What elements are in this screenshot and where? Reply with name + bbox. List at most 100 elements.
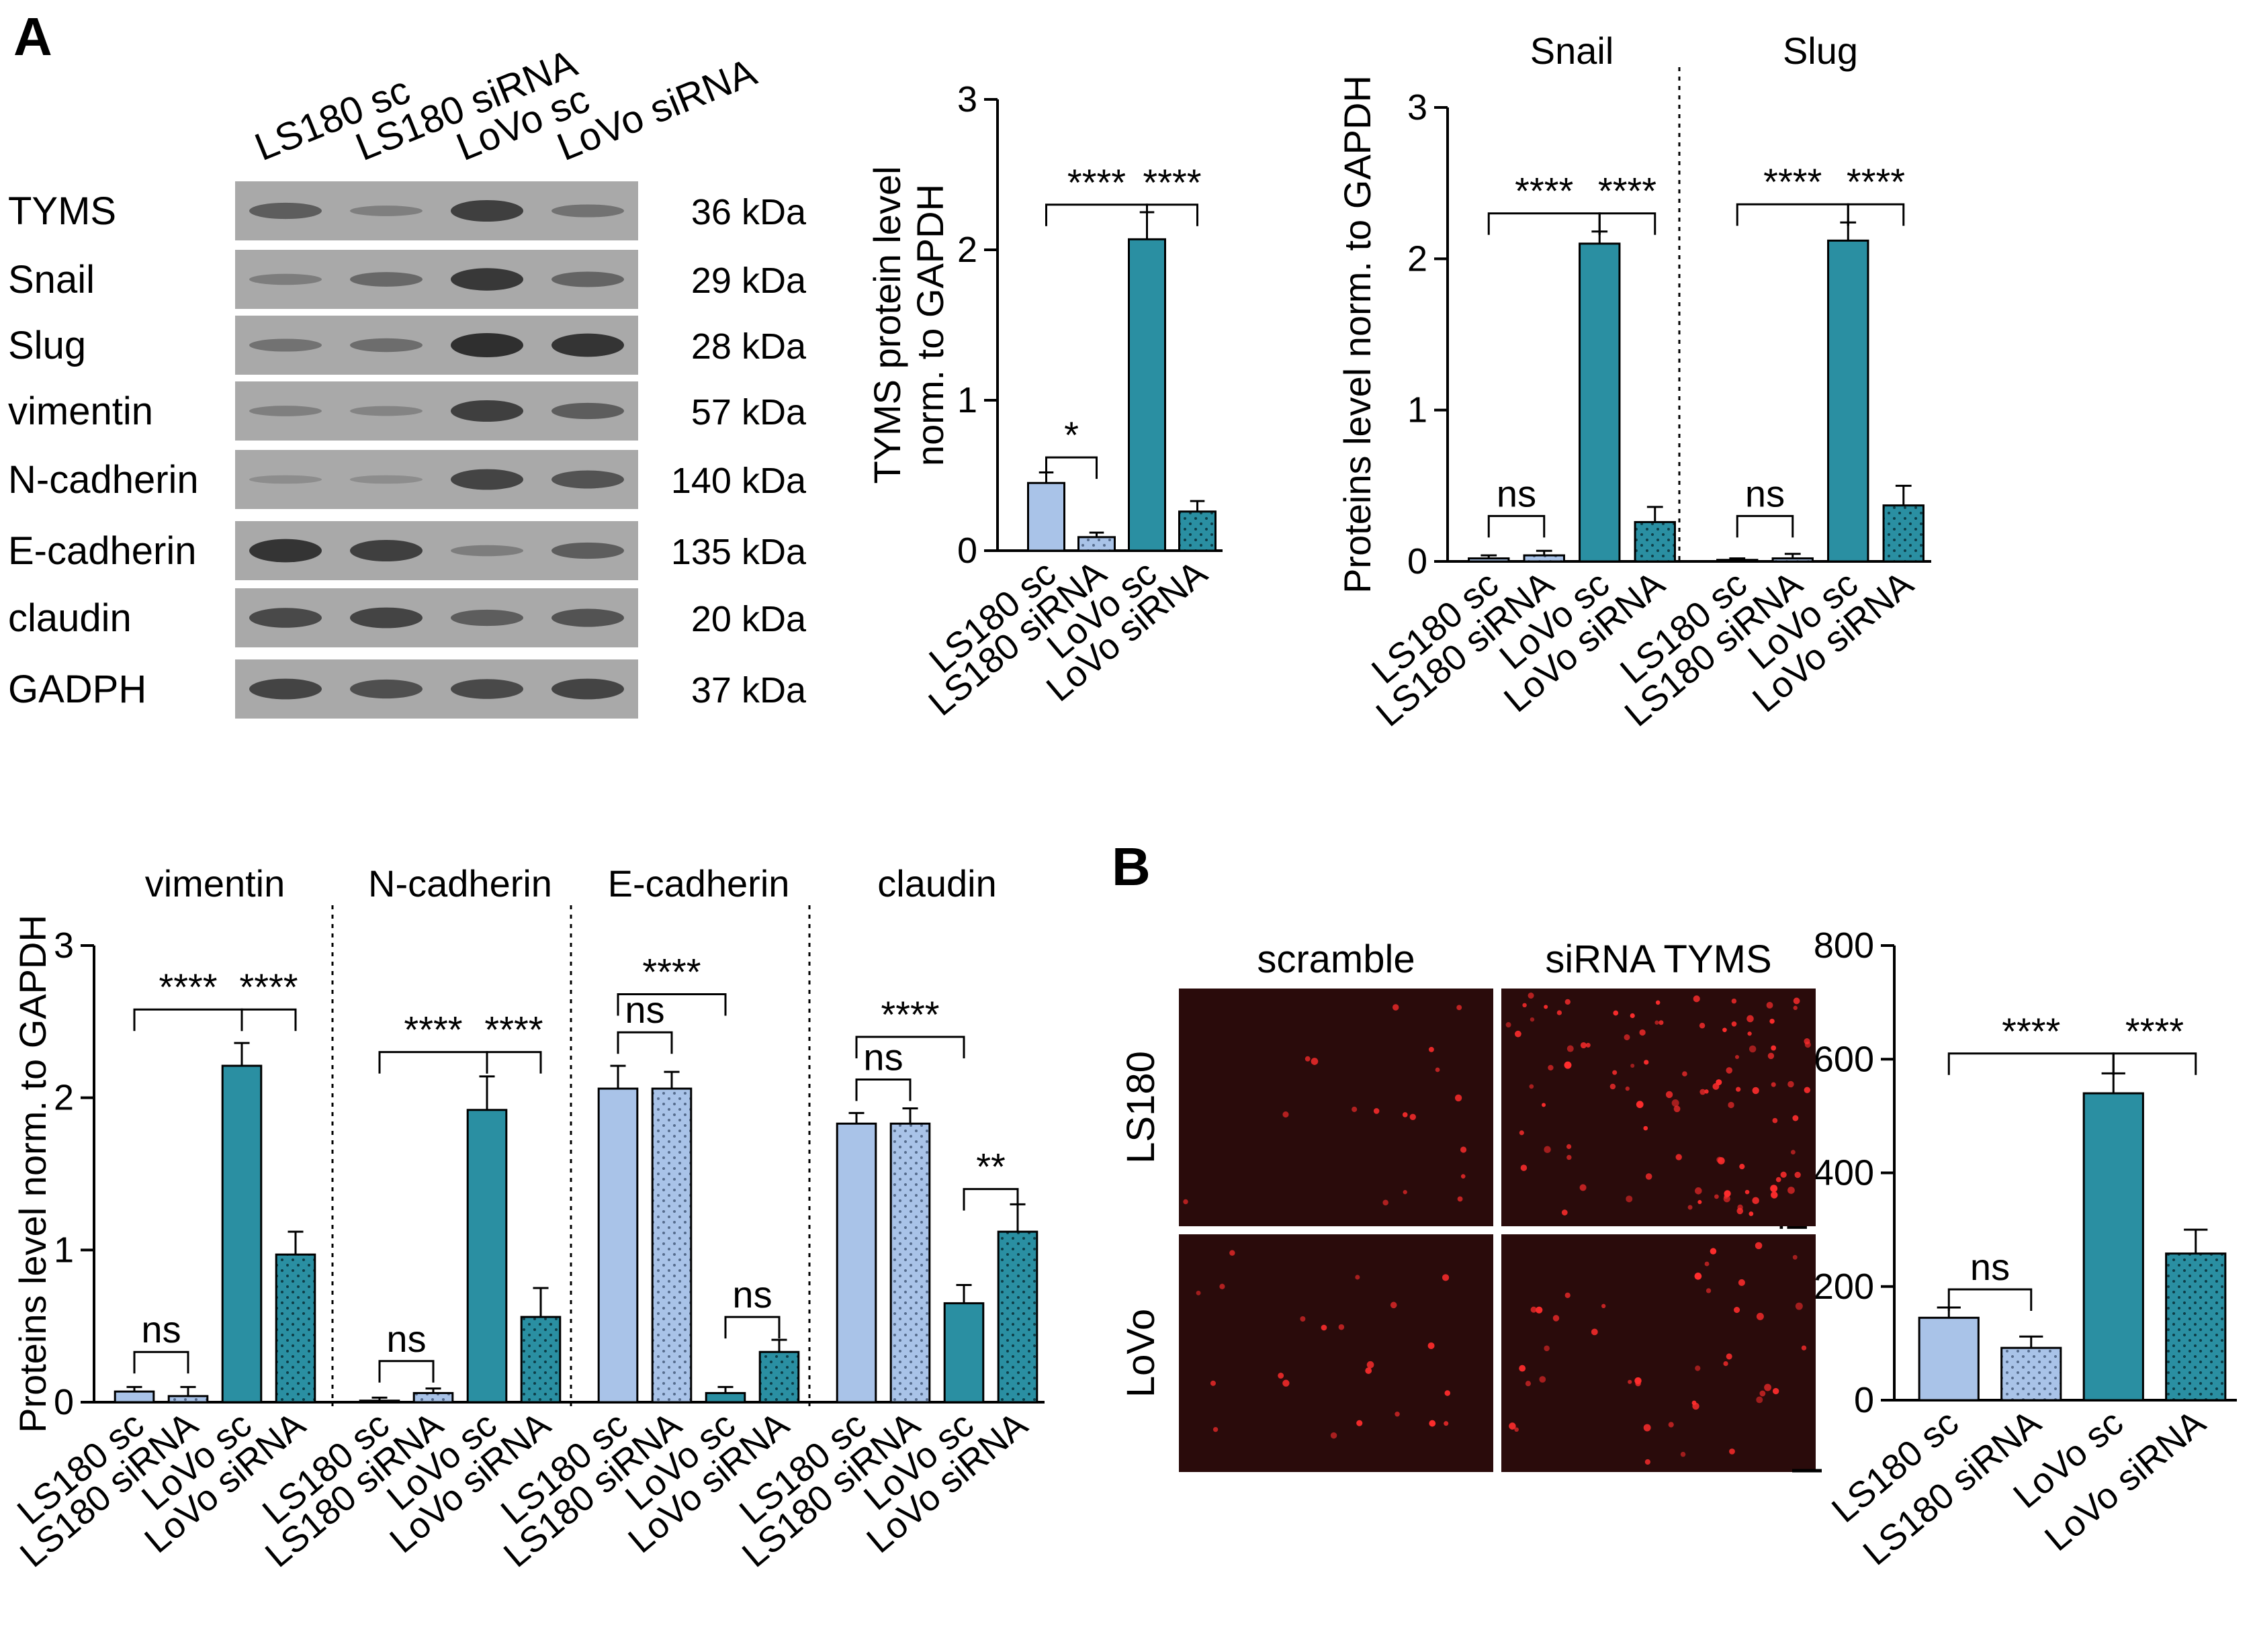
invaded-cell-lovo-scramble-2 xyxy=(1390,1301,1397,1309)
invaded-cell-ls180-sirna-tyms-38 xyxy=(1804,1087,1810,1093)
micro-row-label-ls180: LS180 xyxy=(1119,1051,1163,1164)
bar-chart-emt1-0-lovo-sirna xyxy=(1634,520,1676,563)
invaded-cell-lovo-sirna-tyms-18 xyxy=(1643,1424,1651,1432)
invaded-cell-lovo-sirna-tyms-39 xyxy=(1772,1387,1779,1395)
group-title-e-cadherin: E-cadherin xyxy=(608,862,790,905)
ylabel-chart-tyms-1: norm. to GAPDH xyxy=(909,184,951,466)
sig-label-chart-emt1-0-0: **** xyxy=(1515,170,1573,212)
invaded-cell-lovo-scramble-11 xyxy=(1366,1361,1374,1369)
bar-chart-tyms-0-ls180-sc xyxy=(1027,481,1065,552)
invaded-cell-ls180-sirna-tyms-82 xyxy=(1716,1079,1722,1086)
invaded-cell-lovo-sirna-tyms-37 xyxy=(1525,1381,1532,1387)
invaded-cell-lovo-sirna-tyms-5 xyxy=(1680,1451,1686,1457)
invaded-cell-lovo-scramble-15 xyxy=(1300,1316,1306,1322)
bar-chart-emt1-0-ls180-sc xyxy=(1468,557,1510,563)
invaded-cell-lovo-sirna-tyms-33 xyxy=(1704,1261,1710,1267)
invaded-cell-ls180-sirna-tyms-88 xyxy=(1544,1005,1548,1009)
invaded-cell-ls180-sirna-tyms-74 xyxy=(1723,1195,1730,1203)
invaded-cell-ls180-sirna-tyms-77 xyxy=(1787,1187,1795,1194)
invaded-cell-ls180-sirna-tyms-66 xyxy=(1792,1115,1799,1121)
y-tick-label-chart-invasion-1: 200 xyxy=(1814,1267,1874,1307)
invaded-cell-lovo-scramble-13 xyxy=(1355,1275,1360,1280)
chart-emt-markers: Proteins level norm. to GAPDH 0 1 2 3 vimenti… xyxy=(10,862,1045,1575)
sig-bracket-chart-emt2-3-2 xyxy=(963,1188,1019,1211)
blot-band-tyms-1 xyxy=(249,202,322,220)
invaded-cell-ls180-sirna-tyms-86 xyxy=(1654,1020,1659,1025)
invaded-cell-ls180-sirna-tyms-14 xyxy=(1585,1042,1591,1048)
micrograph-ls180-scramble xyxy=(1179,989,1493,1226)
invaded-cell-lovo-sirna-tyms-36 xyxy=(1668,1422,1674,1428)
sig-label-chart-emt2-0-0: **** xyxy=(159,966,217,1008)
invaded-cell-lovo-sirna-tyms-19 xyxy=(1628,1379,1632,1384)
invaded-cell-ls180-scramble-13 xyxy=(1382,1199,1388,1206)
blot-band-vimentin-4 xyxy=(551,402,624,420)
sig-bracket-chart-invasion-0-1 xyxy=(2112,1052,2197,1075)
sig-label-chart-emt2-2-2: ns xyxy=(732,1273,772,1316)
sig-bracket-chart-emt2-1-1 xyxy=(486,1051,542,1074)
invaded-cell-ls180-sirna-tyms-63 xyxy=(1790,1150,1796,1155)
blot-protein-label-snail: Snail xyxy=(8,258,95,302)
invaded-cell-lovo-scramble-5 xyxy=(1196,1290,1201,1295)
invaded-cell-ls180-sirna-tyms-85 xyxy=(1699,1089,1706,1095)
invaded-cell-ls180-sirna-tyms-65 xyxy=(1731,1021,1737,1027)
bar-chart-emt2-2-lovo-sc xyxy=(705,1391,746,1404)
invaded-cell-ls180-sirna-tyms-59 xyxy=(1775,1177,1781,1183)
invaded-cell-lovo-scramble-9 xyxy=(1338,1324,1345,1330)
invaded-cell-ls180-sirna-tyms-9 xyxy=(1728,1101,1734,1109)
invaded-cell-ls180-sirna-tyms-83 xyxy=(1736,1207,1744,1215)
invaded-cell-ls180-sirna-tyms-58 xyxy=(1624,1034,1630,1041)
invaded-cell-ls180-sirna-tyms-10 xyxy=(1771,1045,1777,1051)
micrograph-lovo-scramble xyxy=(1179,1234,1493,1472)
y-tick-label-chart-emt2-2: 2 xyxy=(54,1078,74,1118)
invaded-cell-ls180-sirna-tyms-57 xyxy=(1767,1052,1775,1060)
y-tick-label-chart-tyms-3: 3 xyxy=(957,79,977,120)
blot-size-e-cadherin: 135 kDa xyxy=(671,532,807,572)
blot-band-slug-4 xyxy=(551,333,624,357)
invaded-cell-lovo-sirna-tyms-22 xyxy=(1734,1306,1740,1314)
invaded-cell-lovo-scramble-16 xyxy=(1229,1250,1235,1256)
sig-bracket-chart-emt2-2-2 xyxy=(724,1316,781,1339)
sig-label-chart-emt2-3-1: ns xyxy=(863,1036,903,1078)
invaded-cell-ls180-sirna-tyms-41 xyxy=(1659,1020,1664,1025)
invaded-cell-ls180-sirna-tyms-62 xyxy=(1714,1194,1719,1199)
invaded-cell-ls180-scramble-15 xyxy=(1282,1111,1289,1118)
invaded-cell-ls180-sirna-tyms-90 xyxy=(1626,1195,1633,1203)
invaded-cell-ls180-sirna-tyms-21 xyxy=(1772,1117,1778,1123)
invaded-cell-ls180-scramble-3 xyxy=(1428,1046,1434,1052)
sig-label-chart-invasion-0-0: **** xyxy=(2002,1010,2060,1052)
invaded-cell-ls180-sirna-tyms-89 xyxy=(1766,1001,1773,1009)
blot-band-n-cadherin-3 xyxy=(451,469,523,490)
blot-protein-label-n-cadherin: N-cadherin xyxy=(8,458,199,502)
sig-label-chart-emt2-1-1: **** xyxy=(484,1009,543,1051)
invaded-cell-ls180-scramble-4 xyxy=(1392,1004,1399,1011)
blot-band-snail-2 xyxy=(350,272,423,287)
blot-band-claudin-3 xyxy=(451,609,523,627)
bar-chart-emt2-3-lovo-sirna xyxy=(997,1230,1038,1404)
blot-band-claudin-1 xyxy=(249,608,322,628)
invaded-cell-ls180-sirna-tyms-64 xyxy=(1693,995,1700,1003)
invaded-cell-ls180-sirna-tyms-39 xyxy=(1625,1086,1630,1091)
bar-chart-emt2-0-ls180-sc xyxy=(114,1390,155,1404)
invaded-cell-lovo-sirna-tyms-30 xyxy=(1691,1400,1697,1406)
bar-chart-invasion-0-lovo-sc xyxy=(2082,1092,2144,1402)
invaded-cell-lovo-sirna-tyms-24 xyxy=(1792,1254,1798,1260)
invaded-cell-ls180-sirna-tyms-24 xyxy=(1695,1187,1702,1195)
invaded-cell-ls180-sirna-tyms-79 xyxy=(1548,1064,1554,1071)
invaded-cell-ls180-sirna-tyms-35 xyxy=(1530,1017,1535,1022)
y-tick-label-chart-invasion-0: 0 xyxy=(1854,1380,1874,1420)
blot-protein-label-gadph: GADPH xyxy=(8,668,146,711)
invaded-cell-ls180-sirna-tyms-61 xyxy=(1505,1022,1511,1028)
bar-chart-emt2-2-lovo-sirna xyxy=(758,1350,800,1404)
group-title-snail: Snail xyxy=(1530,30,1614,72)
invaded-cell-ls180-sirna-tyms-23 xyxy=(1564,1061,1572,1069)
invaded-cell-lovo-sirna-tyms-38 xyxy=(1755,1242,1763,1250)
invaded-cell-lovo-sirna-tyms-17 xyxy=(1634,1377,1642,1385)
sig-bracket-chart-emt1-0-1 xyxy=(1598,212,1656,235)
blot-band-e-cadherin-1 xyxy=(249,539,322,563)
invaded-cell-lovo-sirna-tyms-7 xyxy=(1710,1248,1717,1254)
invaded-cell-lovo-scramble-18 xyxy=(1212,1426,1219,1432)
y-tick-label-chart-emt1-2: 2 xyxy=(1407,238,1427,279)
invaded-cell-ls180-sirna-tyms-49 xyxy=(1675,1154,1682,1160)
blot-protein-label-slug: Slug xyxy=(8,324,86,367)
